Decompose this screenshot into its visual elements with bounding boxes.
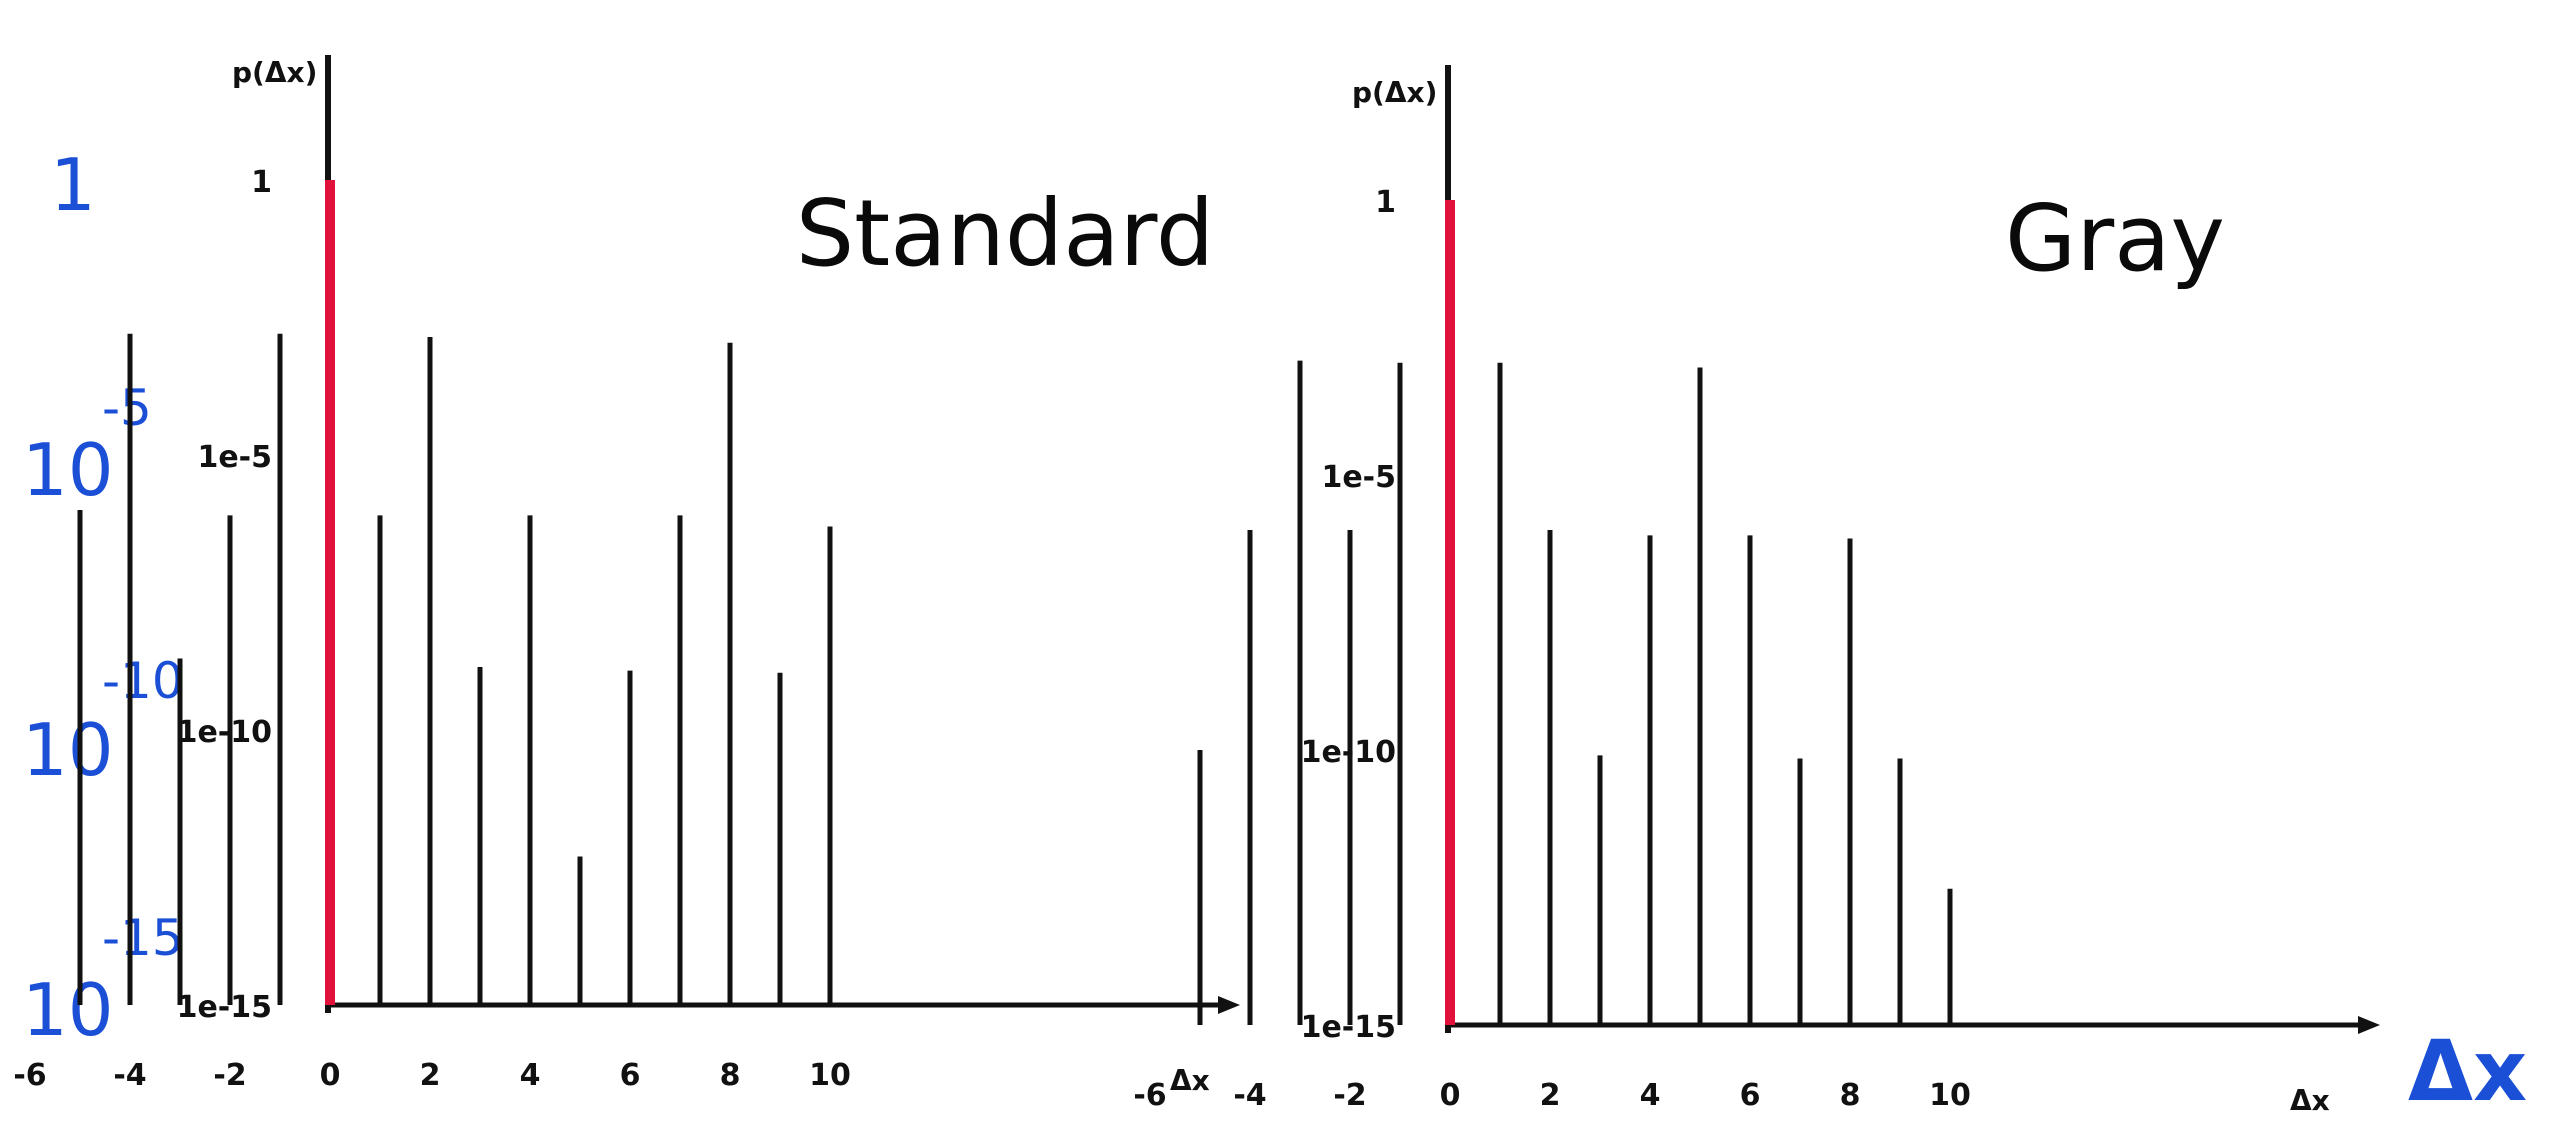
x-tick-label: 10: [1929, 1078, 1971, 1113]
annotation-label-1: 1: [50, 143, 96, 227]
x-tick-label: 2: [420, 1058, 441, 1093]
y-tick-label: 1e-5: [1321, 460, 1396, 495]
x-tick-label: 6: [1740, 1078, 1761, 1113]
x-tick-label: 4: [520, 1058, 541, 1093]
x-tick-label: 10: [809, 1058, 851, 1093]
y-tick-label: 1e-5: [197, 440, 272, 475]
y-axis-label: p(Δx): [232, 56, 317, 89]
y-axis-label: p(Δx): [1352, 76, 1437, 109]
chart-title: Standard: [796, 180, 1215, 287]
annotation-label-1e-15-exp: -15: [102, 909, 184, 967]
x-tick-label: 8: [1840, 1078, 1861, 1113]
annotation-label-1e-10-base: 10: [22, 708, 114, 792]
x-tick-label: -4: [1233, 1078, 1266, 1113]
standard-chart: 1 1e-5 1e-10 1e-15 -6 -4 -2 0 2 4 6 8 10 p(Δx) Δx Stand…: [13, 55, 1240, 1097]
annotation-label-1e-5-exp: -5: [102, 379, 152, 437]
x-tick-label: -6: [1133, 1078, 1166, 1113]
x-axis-label: Δx: [1170, 1064, 1210, 1097]
annotation-x-label: Δx: [2408, 1022, 2527, 1120]
x-tick-label: -4: [113, 1058, 146, 1093]
y-tick-label: 1e-10: [177, 715, 272, 750]
annotation-y-labels: 1 10 -5 10 -10 10 -15: [22, 143, 184, 1052]
x-tick-label: -6: [13, 1058, 46, 1093]
x-tick-label: -2: [213, 1058, 246, 1093]
x-tick-label: 8: [720, 1058, 741, 1093]
x-axis-arrow-icon: [1218, 996, 1240, 1014]
x-axis-arrow-icon: [2358, 1016, 2380, 1034]
x-tick-label: 2: [1540, 1078, 1561, 1113]
x-tick-label: 0: [320, 1058, 341, 1093]
y-tick-label: 1: [251, 165, 272, 200]
x-tick-label: 6: [620, 1058, 641, 1093]
y-tick-label: 1: [1375, 185, 1396, 220]
x-tick-label: -2: [1333, 1078, 1366, 1113]
x-tick-label: 0: [1440, 1078, 1461, 1113]
x-axis-label: Δx: [2290, 1084, 2330, 1117]
y-tick-label: 1e-15: [177, 990, 272, 1025]
annotation-label-1e-10-exp: -10: [102, 652, 184, 710]
x-tick-label: 4: [1640, 1078, 1661, 1113]
annotation-label-1e-15-base: 10: [22, 968, 114, 1052]
chart-title: Gray: [2005, 185, 2225, 292]
annotation-label-1e-5-base: 10: [22, 428, 114, 512]
